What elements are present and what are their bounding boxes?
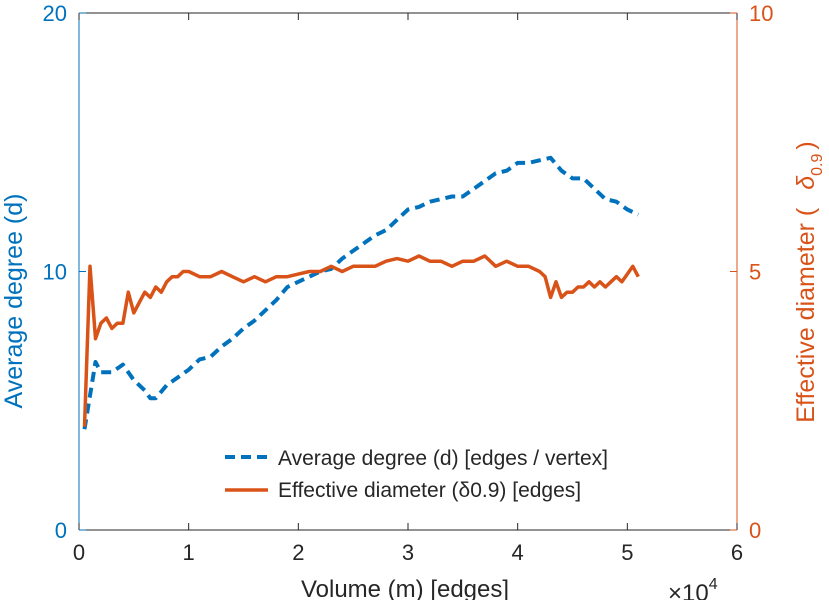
x-tick-label: 4	[512, 540, 524, 565]
y-axis-label-right-prefix: Effective diameter (	[792, 207, 820, 423]
x-axis-exponent-base: ×10	[668, 580, 709, 600]
y-tick-label-right: 5	[749, 260, 761, 285]
legend-label-average-degree: Average degree (d) [edges / vertex]	[278, 447, 608, 470]
x-axis-label: Volume (m) [edges]	[301, 576, 509, 600]
y-axis-label-left: Average degree (d)	[0, 194, 28, 409]
legend-label-effective-diameter: Effective diameter (δ0.9) [edges]	[278, 479, 581, 502]
y-tick-label-left: 20	[43, 1, 67, 26]
x-axis-exponent: ×104	[668, 576, 718, 600]
y-tick-label-left: 10	[43, 260, 67, 285]
x-tick-label: 3	[402, 540, 414, 565]
x-tick-label: 1	[183, 540, 195, 565]
series-lines	[82, 155, 640, 430]
legend: Average degree (d) [edges / vertex] Effe…	[225, 447, 608, 502]
x-tick-label: 2	[292, 540, 304, 565]
series-line-effective-diameter	[82, 254, 640, 427]
y-axis-label-right-suffix: )	[792, 141, 820, 149]
y-tick-label-left: 0	[55, 518, 67, 543]
x-tick-label: 5	[621, 540, 633, 565]
y-tick-label-right: 10	[749, 1, 773, 26]
y-axis-label-right: Effective diameter ( δ0.9)	[792, 141, 826, 422]
y-axis-label-right-subscript: 0.9	[809, 154, 826, 176]
y-tick-label-right: 0	[749, 518, 761, 543]
x-tick-label: 0	[73, 540, 85, 565]
x-tick-label: 6	[731, 540, 743, 565]
y-axis-label-right-symbol: δ	[792, 175, 820, 190]
series-line-average-degree	[82, 155, 640, 430]
x-axis-exponent-power: 4	[709, 576, 718, 593]
